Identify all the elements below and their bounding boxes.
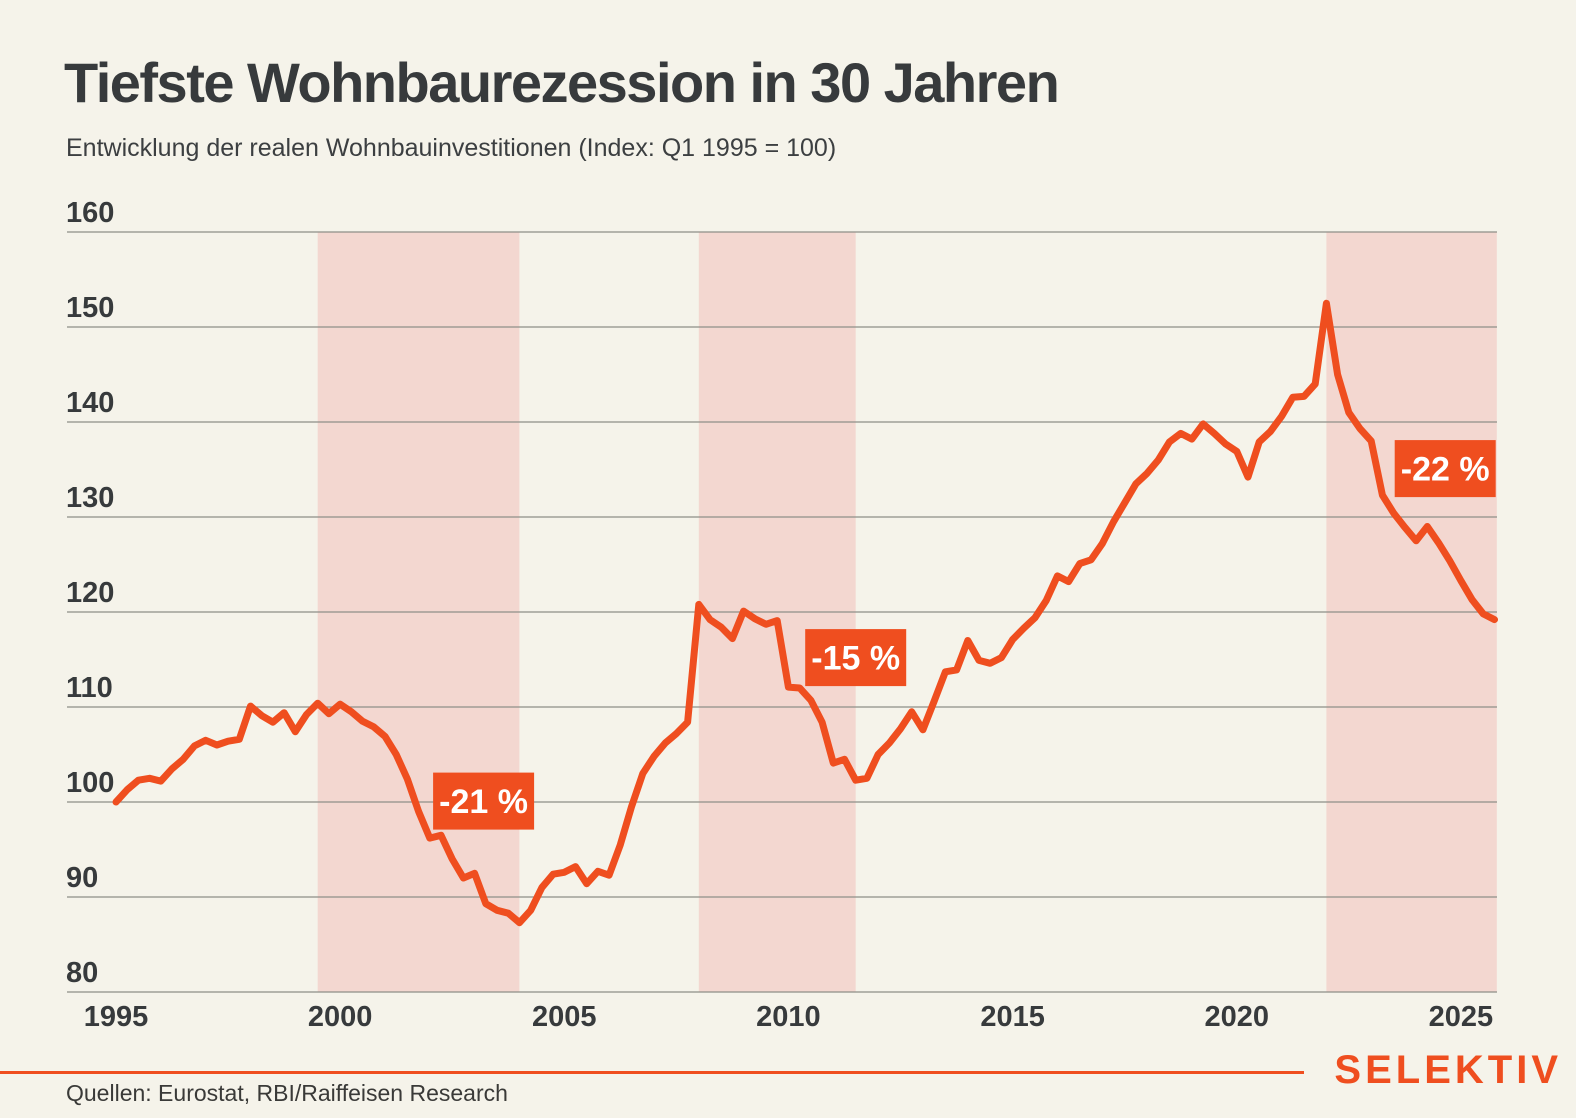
y-axis-label: 160	[66, 197, 114, 229]
y-axis-label: 150	[66, 292, 114, 324]
x-axis-label: 2005	[532, 1001, 597, 1033]
annotation-box	[433, 772, 535, 830]
x-axis-label: 2015	[980, 1001, 1045, 1033]
annotation-box	[805, 629, 907, 687]
footer-divider	[0, 1071, 1304, 1074]
x-axis-label: 2020	[1205, 1001, 1270, 1033]
page-subtitle: Entwicklung der realen Wohnbauinvestitio…	[66, 134, 837, 162]
y-axis-label: 100	[66, 767, 114, 799]
brand-logo: SELEKTIV	[1334, 1048, 1562, 1092]
y-axis-label: 90	[66, 862, 98, 894]
annotation-box	[1394, 440, 1496, 498]
y-axis-label: 80	[66, 957, 98, 989]
investment-index-line	[112, 299, 1498, 927]
y-axis-label: 130	[66, 482, 114, 514]
x-axis-label: 2025	[1429, 1001, 1494, 1033]
annotation-label: -21 %	[439, 783, 528, 821]
x-axis-label: 1995	[84, 1001, 149, 1033]
x-axis-label: 2010	[756, 1001, 821, 1033]
page-title: Tiefste Wohnbaurezession in 30 Jahren	[64, 51, 1060, 114]
annotation-label: -22 %	[1401, 451, 1490, 489]
x-axis-label: 2000	[308, 1001, 373, 1033]
y-axis-label: 120	[66, 577, 114, 609]
source-note: Quellen: Eurostat, RBI/Raiffeisen Resear…	[66, 1080, 508, 1106]
y-axis-label: 140	[66, 387, 114, 419]
y-axis-label: 110	[66, 672, 113, 704]
annotation-label: -15 %	[811, 640, 900, 678]
